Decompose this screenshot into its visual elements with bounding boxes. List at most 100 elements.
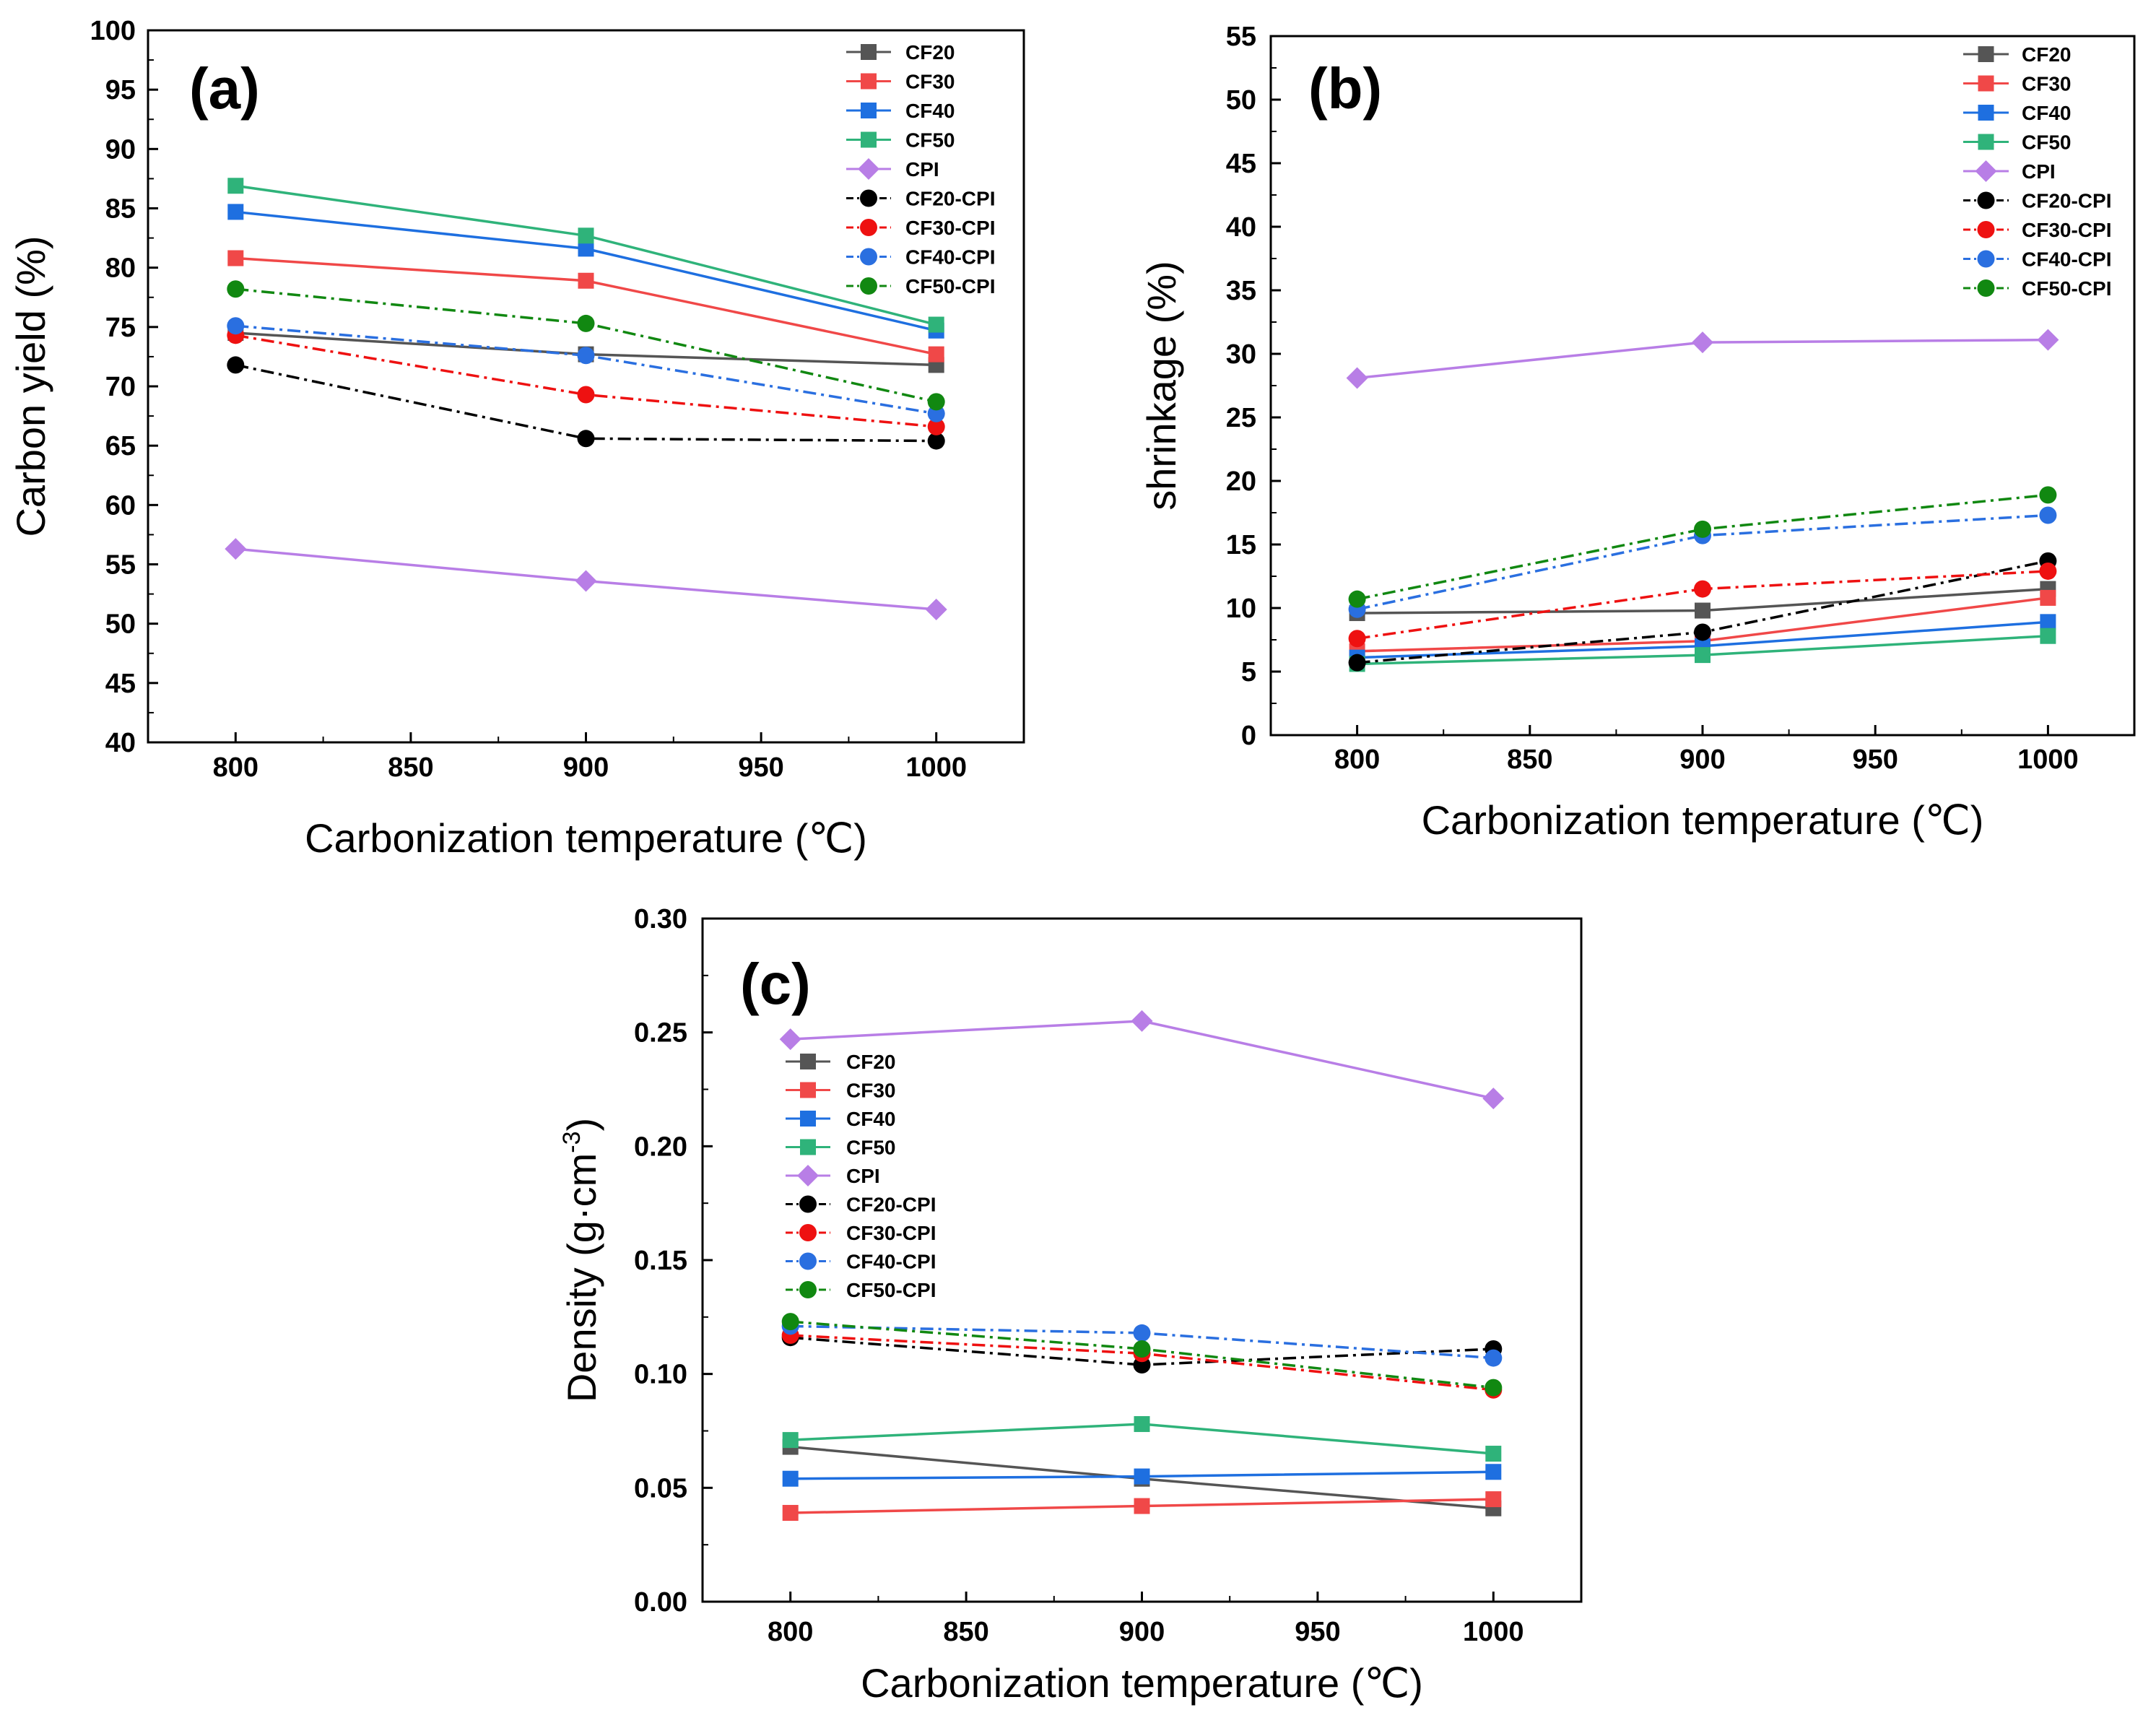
data-point-cf50 bbox=[1695, 647, 1711, 664]
legend-marker-cf50-cpi bbox=[860, 277, 877, 295]
panel-tag: (b) bbox=[1308, 56, 1382, 121]
x-axis-title: Carbonization temperature (℃) bbox=[1422, 797, 1984, 843]
y-axis-title-end: ) bbox=[559, 1118, 604, 1132]
series-cpi bbox=[1346, 329, 2059, 389]
series-cf40 bbox=[782, 1464, 1502, 1487]
data-point-cpi bbox=[925, 598, 947, 620]
legend-label-cf20: CF20 bbox=[846, 1051, 895, 1073]
legend: CF20 CF30 CF40 CF50 CPI CF20-CPI CF30-CPI CF40-… bbox=[846, 41, 995, 298]
data-point-cf50 bbox=[2040, 628, 2056, 644]
y-tick-label: 40 bbox=[105, 728, 136, 758]
x-tick-label: 900 bbox=[1679, 745, 1725, 775]
legend-label-cf30: CF30 bbox=[846, 1080, 895, 1102]
series-cpi bbox=[779, 1010, 1505, 1110]
data-point-cf50-cpi bbox=[1485, 1379, 1503, 1397]
data-point-cf40-cpi bbox=[577, 347, 595, 365]
y-tick-label: 90 bbox=[105, 134, 136, 165]
legend-marker-cf30 bbox=[1978, 75, 1994, 92]
y-tick-label: 40 bbox=[1226, 212, 1256, 243]
data-point-cf30 bbox=[928, 346, 944, 363]
legend-label-cpi: CPI bbox=[846, 1165, 880, 1187]
data-point-cf40-cpi bbox=[1133, 1324, 1151, 1342]
legend-label-cf40-cpi: CF40-CPI bbox=[846, 1251, 936, 1273]
legend-label-cf20-cpi: CF20-CPI bbox=[2022, 190, 2111, 212]
series-cf30-cpi bbox=[227, 326, 945, 435]
legend-label-cf20: CF20 bbox=[2022, 43, 2071, 66]
x-tick-label: 850 bbox=[943, 1617, 988, 1647]
y-tick-label: 25 bbox=[1226, 403, 1256, 433]
data-point-cf50-cpi bbox=[1133, 1340, 1151, 1358]
series-cf50 bbox=[227, 178, 944, 333]
y-tick-label: 20 bbox=[1226, 466, 1256, 497]
x-tick-label: 1000 bbox=[1463, 1617, 1524, 1647]
data-point-cf40 bbox=[1134, 1468, 1150, 1485]
data-point-cf50 bbox=[1485, 1446, 1502, 1462]
data-point-cf20-cpi bbox=[227, 356, 245, 374]
series-line-cpi bbox=[790, 1020, 1494, 1100]
legend-marker-cf20-cpi bbox=[1977, 191, 1995, 209]
legend-marker-cf20-cpi bbox=[860, 189, 877, 207]
data-point-cf30 bbox=[782, 1505, 799, 1522]
data-point-cf30-cpi bbox=[577, 386, 595, 404]
legend-label-cf30-cpi: CF30-CPI bbox=[846, 1222, 936, 1244]
y-tick-label: 50 bbox=[1226, 85, 1256, 116]
series-cf20-cpi bbox=[227, 356, 945, 450]
y-tick-label: 50 bbox=[105, 609, 136, 640]
series-line-cf50-cpi bbox=[235, 287, 937, 404]
data-point-cpi bbox=[779, 1028, 801, 1051]
x-tick-label: 850 bbox=[1507, 745, 1552, 775]
data-point-cf50 bbox=[928, 316, 944, 333]
y-tick-label: 35 bbox=[1226, 276, 1256, 306]
legend-label-cf30-cpi: CF30-CPI bbox=[2022, 219, 2111, 241]
data-point-cf30-cpi bbox=[1348, 630, 1366, 648]
data-point-cpi bbox=[1482, 1088, 1505, 1110]
y-tick-label: 85 bbox=[105, 194, 136, 225]
x-tick-label: 800 bbox=[213, 752, 258, 783]
data-point-cf50-cpi bbox=[577, 314, 595, 332]
x-tick-label: 850 bbox=[388, 752, 433, 783]
data-point-cf30 bbox=[578, 272, 594, 289]
data-point-cf50-cpi bbox=[1694, 520, 1711, 538]
series-cf30 bbox=[782, 1491, 1502, 1522]
data-point-cf40-cpi bbox=[227, 317, 245, 335]
y-tick-label: 60 bbox=[105, 490, 136, 521]
y-tick-label: 70 bbox=[105, 372, 136, 402]
y-tick-label: 45 bbox=[1226, 149, 1256, 179]
data-point-cpi bbox=[575, 570, 597, 592]
series-cpi bbox=[225, 538, 947, 620]
data-point-cf30-cpi bbox=[2039, 562, 2057, 580]
legend-label-cf30-cpi: CF30-CPI bbox=[905, 217, 995, 239]
y-tick-label: 75 bbox=[105, 313, 136, 343]
legend-label-cf50-cpi: CF50-CPI bbox=[2022, 277, 2111, 300]
data-point-cf40-cpi bbox=[927, 404, 945, 422]
legend-label-cf20-cpi: CF20-CPI bbox=[846, 1194, 936, 1216]
legend-marker-cf20-cpi bbox=[799, 1195, 817, 1213]
x-tick-label: 1000 bbox=[905, 752, 967, 783]
y-tick-label: 0.30 bbox=[634, 904, 687, 934]
legend-label-cf40-cpi: CF40-CPI bbox=[905, 246, 995, 269]
legend-label-cf50: CF50 bbox=[846, 1137, 895, 1159]
legend-marker-cf50-cpi bbox=[799, 1281, 817, 1298]
legend-marker-cf40-cpi bbox=[860, 248, 877, 266]
legend-marker-cpi bbox=[1975, 160, 1997, 182]
legend-label-cf40: CF40 bbox=[2022, 102, 2071, 124]
data-point-cf20-cpi bbox=[1348, 654, 1366, 672]
data-point-cf40 bbox=[1485, 1464, 1502, 1480]
series-cf50-cpi bbox=[781, 1313, 1503, 1397]
data-point-cf40 bbox=[782, 1470, 799, 1487]
legend-marker-cpi bbox=[797, 1165, 819, 1186]
y-axis-title-superscript: -3 bbox=[558, 1132, 586, 1153]
x-tick-label: 1000 bbox=[2017, 745, 2079, 775]
x-tick-label: 950 bbox=[738, 752, 783, 783]
legend-marker-cf30-cpi bbox=[1977, 221, 1995, 238]
legend-label-cf30: CF30 bbox=[2022, 73, 2071, 95]
y-tick-label: 0.15 bbox=[634, 1246, 687, 1276]
series-cf30-cpi bbox=[1348, 562, 2057, 648]
data-point-cf50 bbox=[578, 227, 594, 244]
panel-c: 800 850 900 950 1000 0.00 0.05 0.10 0.15 0.20 0.25… bbox=[558, 904, 1583, 1706]
data-point-cf30 bbox=[227, 250, 244, 266]
y-tick-label: 0.25 bbox=[634, 1018, 687, 1049]
data-point-cf50 bbox=[227, 178, 244, 194]
data-point-cf20-cpi bbox=[927, 432, 945, 450]
y-tick-label: 0.00 bbox=[634, 1587, 687, 1618]
